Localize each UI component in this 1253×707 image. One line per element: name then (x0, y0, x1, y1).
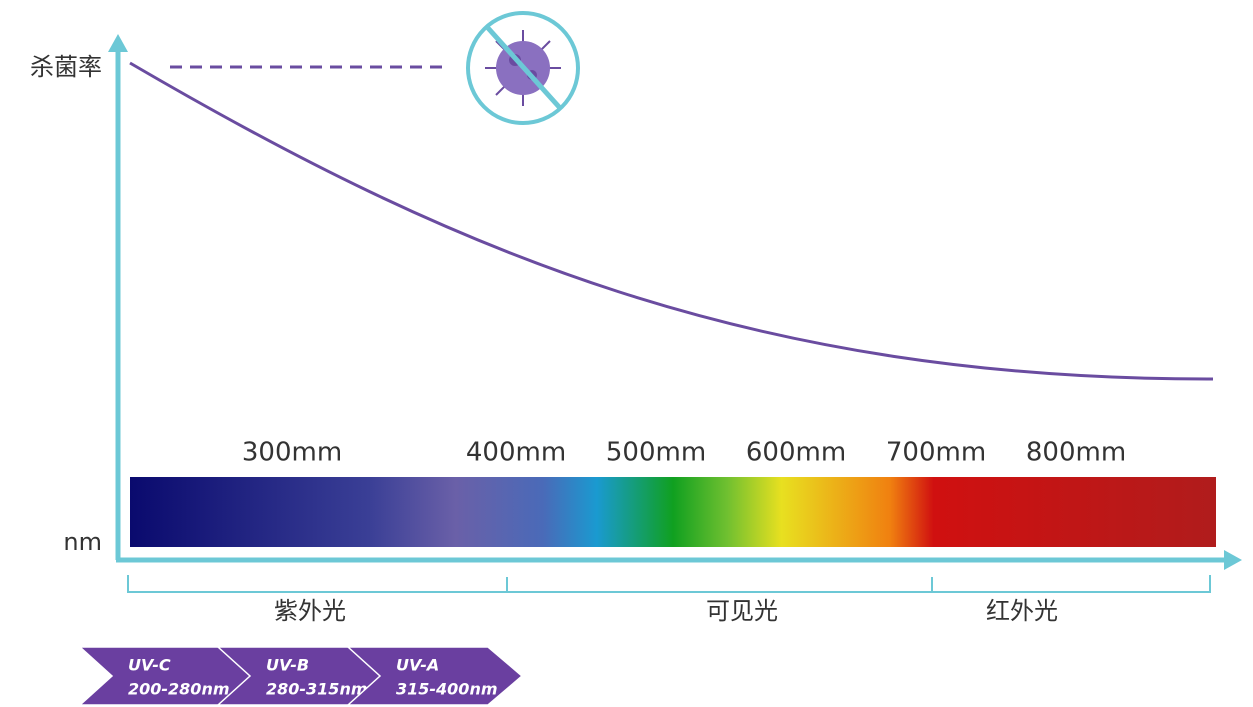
curve (129, 61, 1214, 381)
band-range: 200-280nm (128, 680, 230, 699)
band-chevron (346, 646, 524, 706)
spectrum (130, 477, 1216, 547)
wavelength-label: 300mm (242, 438, 342, 468)
region-label: 可见光 (706, 597, 778, 625)
band-name: UV-C (128, 656, 171, 675)
y-arrow (108, 34, 128, 52)
wavelength-label: 800mm (1026, 438, 1126, 468)
x-axis-label: nm (63, 528, 102, 556)
band-range: 315-400nm (396, 680, 498, 699)
wavelength-label: 500mm (606, 438, 706, 468)
virus-icon (466, 11, 580, 125)
region-bracket (127, 575, 1211, 593)
band-range: 280-315nm (266, 680, 368, 699)
band-name: UV-B (266, 656, 309, 675)
band-name: UV-A (396, 656, 439, 675)
y-axis-label: 杀菌率 (30, 53, 102, 81)
wavelength-label: 600mm (746, 438, 846, 468)
x-arrow (1224, 550, 1242, 570)
wavelength-label: 400mm (466, 438, 566, 468)
wavelength-label: 700mm (886, 438, 986, 468)
region-label: 红外光 (986, 597, 1058, 625)
region-label: 紫外光 (274, 597, 346, 625)
